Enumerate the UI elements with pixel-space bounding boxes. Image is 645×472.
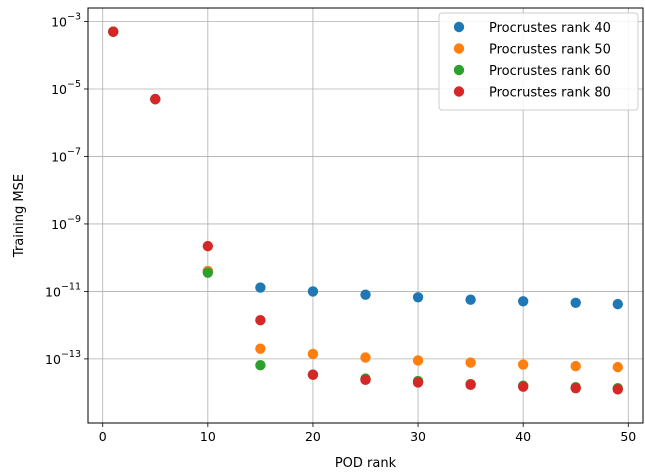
legend-marker: [453, 43, 465, 54]
x-tick-label: 20: [305, 429, 321, 444]
data-point: [307, 286, 319, 297]
y-tick-base: 10: [45, 284, 61, 299]
data-point: [612, 361, 623, 373]
legend: Procrustes rank 40 Procrustes rank 50 Proc…: [438, 12, 639, 111]
data-point: [517, 381, 529, 392]
y-tick-exponent: −7: [67, 146, 81, 157]
data-point: [255, 360, 266, 371]
data-point: [150, 93, 161, 105]
plot-frame: [87, 7, 644, 424]
y-tick-base: 10: [51, 14, 67, 29]
data-point: [517, 359, 529, 370]
data-point: [465, 379, 476, 391]
series-4: [108, 26, 623, 395]
data-point: [360, 352, 371, 363]
data-point: [412, 292, 424, 303]
x-axis: 0 10 20 30 40 50: [99, 423, 636, 444]
legend-label: Procrustes rank 50: [489, 43, 611, 58]
legend-label: Procrustes rank 80: [489, 86, 611, 101]
y-tick-exponent: −11: [61, 281, 81, 292]
x-tick-label: 40: [515, 429, 531, 444]
data-point: [570, 297, 581, 308]
x-tick-label: 30: [410, 429, 426, 444]
data-point: [255, 282, 266, 293]
data-point: [612, 298, 623, 310]
data-points: [108, 26, 623, 395]
data-point: [202, 240, 214, 252]
y-tick-label: 10−13: [45, 349, 81, 367]
legend-marker: [453, 21, 465, 33]
y-tick-exponent: −9: [67, 214, 81, 225]
data-point: [255, 343, 266, 354]
x-tick-label: 0: [99, 429, 107, 444]
data-point: [465, 357, 476, 368]
legend-label: Procrustes rank 40: [489, 21, 611, 36]
legend-marker: [453, 86, 465, 97]
y-tick-exponent: −3: [67, 11, 81, 22]
legend-box: [438, 12, 639, 111]
y-tick-exponent: −5: [67, 79, 81, 90]
data-point: [612, 384, 623, 395]
data-point: [108, 26, 119, 37]
data-point: [465, 294, 476, 305]
data-point: [570, 383, 581, 394]
data-point: [255, 315, 266, 326]
x-tick-label: 10: [200, 429, 216, 444]
data-point: [570, 360, 581, 372]
y-tick-base: 10: [51, 82, 67, 97]
y-tick-exponent: −13: [61, 349, 81, 360]
data-point: [202, 267, 214, 278]
data-point: [517, 296, 529, 307]
data-point: [360, 289, 371, 300]
x-axis-label: POD rank: [335, 456, 397, 471]
y-tick-base: 10: [51, 149, 67, 164]
x-tick-label: 50: [620, 429, 636, 444]
y-axis-label: Training MSE: [12, 174, 27, 258]
legend-marker: [453, 64, 465, 76]
y-tick-label: 10−7: [51, 146, 81, 164]
data-point: [360, 374, 371, 386]
legend-label: Procrustes rank 60: [489, 64, 611, 79]
data-point: [307, 369, 319, 380]
y-tick-base: 10: [45, 352, 61, 367]
data-point: [412, 377, 424, 388]
data-point: [412, 355, 424, 366]
y-tick-label: 10−9: [51, 214, 81, 232]
y-tick-base: 10: [51, 217, 67, 232]
y-tick-label: 10−5: [51, 79, 81, 97]
y-tick-label: 10−3: [51, 11, 81, 29]
y-tick-label: 10−11: [45, 281, 81, 299]
data-point: [307, 348, 319, 360]
